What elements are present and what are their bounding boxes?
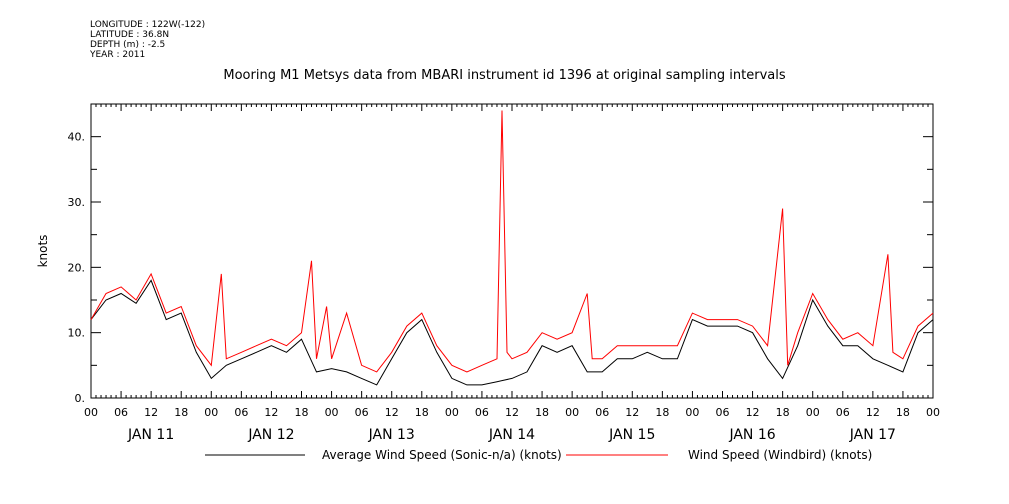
x-tick-label: 00 <box>325 406 339 419</box>
x-tick-label: 06 <box>114 406 128 419</box>
x-tick-label: 06 <box>234 406 248 419</box>
x-tick-label: 18 <box>776 406 790 419</box>
day-label: JAN 13 <box>368 427 415 443</box>
x-tick-label: 12 <box>866 406 880 419</box>
x-tick-label: 18 <box>535 406 549 419</box>
metadata-header: LONGITUDE : 122W(-122) LATITUDE : 36.8N … <box>90 20 205 60</box>
day-label: JAN 14 <box>488 427 535 443</box>
x-tick-label: 06 <box>475 406 489 419</box>
x-tick-label: 18 <box>295 406 309 419</box>
day-label: JAN 15 <box>608 427 655 443</box>
x-tick-label: 00 <box>926 406 940 419</box>
x-tick-label: 06 <box>716 406 730 419</box>
x-tick-label: 12 <box>144 406 158 419</box>
x-tick-label: 18 <box>415 406 429 419</box>
day-label: JAN 16 <box>728 427 775 443</box>
x-tick-label: 00 <box>565 406 579 419</box>
latitude-text: LATITUDE : 36.8N <box>90 30 170 40</box>
series-line-1 <box>90 110 934 373</box>
year-text: YEAR : 2011 <box>90 50 146 60</box>
x-tick-label: 12 <box>385 406 399 419</box>
y-axis-label: knots <box>36 235 50 268</box>
x-tick-label: 18 <box>896 406 910 419</box>
y-tick-label: 10. <box>68 327 86 340</box>
day-label: JAN 12 <box>247 427 294 443</box>
x-tick-label: 18 <box>655 406 669 419</box>
day-label: JAN 17 <box>849 427 896 443</box>
legend-label-1: Wind Speed (Windbird) (knots) <box>688 448 872 462</box>
plot-frame <box>90 103 934 399</box>
y-tick-label: 20. <box>68 261 86 274</box>
x-tick-label: 12 <box>264 406 278 419</box>
x-tick-label: 12 <box>746 406 760 419</box>
x-tick-label: 12 <box>505 406 519 419</box>
y-tick-label: 40. <box>68 131 86 144</box>
x-tick-label: 18 <box>174 406 188 419</box>
y-tick-label: 30. <box>68 196 86 209</box>
legend-label-0: Average Wind Speed (Sonic-n/a) (knots) <box>322 448 562 462</box>
x-tick-label: 06 <box>355 406 369 419</box>
x-tick-label: 06 <box>836 406 850 419</box>
x-tick-label: 00 <box>445 406 459 419</box>
x-tick-label: 00 <box>685 406 699 419</box>
y-tick-label: 0. <box>75 392 86 405</box>
x-tick-label: 00 <box>84 406 98 419</box>
series-line-0 <box>90 279 934 386</box>
day-label: JAN 11 <box>127 427 174 443</box>
x-tick-label: 00 <box>806 406 820 419</box>
longitude-text: LONGITUDE : 122W(-122) <box>90 20 206 30</box>
x-tick-label: 06 <box>595 406 609 419</box>
chart-title: Mooring M1 Metsys data from MBARI instru… <box>223 68 786 83</box>
x-tick-label: 00 <box>204 406 218 419</box>
x-tick-label: 12 <box>625 406 639 419</box>
depth-text: DEPTH (m) : -2.5 <box>90 40 166 50</box>
